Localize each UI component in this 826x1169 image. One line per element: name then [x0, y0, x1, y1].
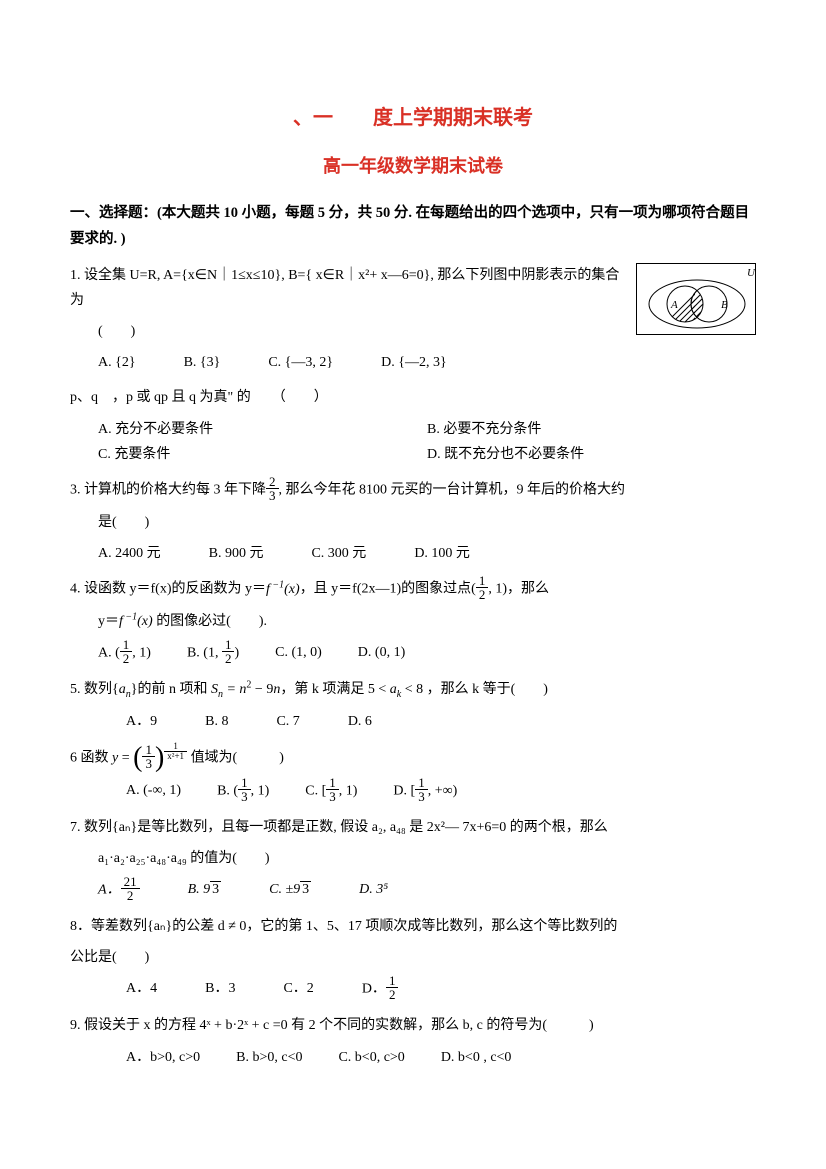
q1-opt-d: D. {—2, 3} — [381, 350, 447, 375]
q6-stem-a: 6 函数 — [70, 750, 109, 765]
question-6: 6 函数 y = (13)1x²+1 值域为( ) A. (-∞, 1) B. … — [70, 744, 756, 805]
q2-opt-d: D. 既不充分也不必要条件 — [427, 442, 756, 467]
question-7: 7. 数列{aₙ}是等比数列，且每一项都是正数, 假设 a₂, a₄₈ 是 2x… — [70, 815, 756, 904]
question-9: 9. 假设关于 x 的方程 4ˣ + b·2ˣ + c =0 有 2 个不同的实… — [70, 1013, 756, 1069]
q8-stem2: 公比是( ) — [70, 945, 756, 970]
q5-opt-c: C. 7 — [276, 709, 299, 734]
q9-opt-a: A．b>0, c>0 — [126, 1045, 200, 1070]
q4-stem-1: 4. 设函数 y＝f(x)的反函数为 y＝f −1(x)，且 y＝f(2x—1)… — [70, 576, 756, 603]
finv-2: f −1(x) — [119, 614, 153, 629]
q3-opt-a: A. 2400 元 — [98, 541, 161, 566]
main-title-1: 、一 度上学期期末联考 — [70, 100, 756, 136]
q6-opt-a: A. (-∞, 1) — [126, 778, 181, 805]
q2-stem: p、q ，p 或 qp 且 q 为真" 的 （ ） — [70, 385, 756, 410]
q6-opt-c: C. [13, 1) — [305, 778, 357, 805]
q2-opt-b: B. 必要不充分条件 — [427, 417, 756, 442]
q7-stem2: a₁·a₂·a₂₅·a₄₈·a₄₉ 的值为( ) — [70, 846, 756, 871]
q8-opt-d: D．12 — [362, 976, 399, 1003]
q6-opt-b: B. (13, 1) — [217, 778, 269, 805]
frac-2-3: 23 — [266, 475, 279, 502]
q4-stem-b: ，且 y＝f(2x—1)的图象过点( — [300, 582, 476, 597]
q9-opt-b: B. b>0, c<0 — [236, 1045, 302, 1070]
q5-stem-a: 5. 数列 — [70, 682, 112, 697]
q7-opt-c: C. ±93 — [269, 877, 311, 904]
q4-stem-d: y＝ — [98, 614, 119, 629]
venn-b-label: B — [721, 299, 728, 311]
q5-stem: 5. 数列{an}的前 n 项和 Sn = n2 − 9n，第 k 项满足 5 … — [70, 677, 756, 702]
q9-opt-c: C. b<0, c>0 — [338, 1045, 404, 1070]
q4-opt-a: A. (12, 1) — [98, 640, 151, 667]
venn-u-label: U — [747, 267, 756, 279]
q3-opt-c: C. 300 元 — [311, 541, 366, 566]
q1-opt-a: A. {2} — [98, 350, 136, 375]
finv-1: f −1(x) — [266, 582, 300, 597]
question-8: 8．等差数列{aₙ}的公差 d ≠ 0，它的第 1、5、17 项顺次成等比数列，… — [70, 914, 756, 1003]
q5-opt-a: A．9 — [126, 709, 157, 734]
q1-opt-b: B. {3} — [184, 350, 221, 375]
q3-opt-d: D. 100 元 — [414, 541, 470, 566]
q5-stem-b: 的前 n 项和 — [137, 682, 207, 697]
q9-opt-d: D. b<0 , c<0 — [441, 1045, 512, 1070]
q4-opt-b: B. (1, 12) — [187, 640, 239, 667]
q7-opt-d: D. 3⁵ — [359, 877, 388, 904]
q3-stem-c: 是( ) — [70, 510, 756, 535]
q4-opt-c: C. (1, 0) — [275, 640, 322, 667]
q6-stem: 6 函数 y = (13)1x²+1 值域为( ) — [70, 744, 756, 772]
q9-stem: 9. 假设关于 x 的方程 4ˣ + b·2ˣ + c =0 有 2 个不同的实… — [70, 1013, 756, 1038]
q3-stem: 3. 计算机的价格大约每 3 年下降23, 那么今年花 8100 元买的一台计算… — [70, 477, 756, 504]
q6-opt-d: D. [13, +∞) — [393, 778, 457, 805]
question-4: 4. 设函数 y＝f(x)的反函数为 y＝f −1(x)，且 y＝f(2x—1)… — [70, 576, 756, 667]
section-header: 一、选择题：(本大题共 10 小题，每题 5 分，共 50 分. 在每题给出的四… — [70, 200, 756, 252]
q7-opt-a: A．212 — [98, 877, 140, 904]
q7-stem1: 7. 数列{aₙ}是等比数列，且每一项都是正数, 假设 a₂, a₄₈ 是 2x… — [70, 815, 756, 840]
q8-opt-c: C．2 — [283, 976, 313, 1003]
q3-opt-b: B. 900 元 — [209, 541, 264, 566]
q2-opt-a: A. 充分不必要条件 — [98, 417, 427, 442]
question-1: 1. 设全集 U=R, A={x∈N｜1≤x≤10}, B={ x∈R｜x²+ … — [70, 263, 756, 376]
q5-opt-b: B. 8 — [205, 709, 228, 734]
question-2: p、q ，p 或 qp 且 q 为真" 的 （ ） A. 充分不必要条件 B. … — [70, 385, 756, 467]
q4-stem-c: , 1)，那么 — [488, 582, 549, 597]
q4-stem-a: 4. 设函数 y＝f(x)的反函数为 y＝ — [70, 582, 266, 597]
question-3: 3. 计算机的价格大约每 3 年下降23, 那么今年花 8100 元买的一台计算… — [70, 477, 756, 566]
q4-opt-d: D. (0, 1) — [358, 640, 405, 667]
q8-opt-a: A．4 — [126, 976, 157, 1003]
q5-stem-d: ，那么 k 等于( ) — [427, 682, 548, 697]
q8-opt-b: B．3 — [205, 976, 235, 1003]
q1-opt-c: C. {—3, 2} — [268, 350, 333, 375]
q3-stem-a: 3. 计算机的价格大约每 3 年下降 — [70, 483, 266, 498]
q5-stem-c: ，第 k 项满足 — [280, 682, 364, 697]
q4-stem-e: 的图像必过( ). — [153, 614, 267, 629]
main-title-2: 高一年级数学期末试卷 — [70, 150, 756, 182]
q3-stem-b: , 那么今年花 8100 元买的一台计算机，9 年后的价格大约 — [279, 483, 626, 498]
q2-opt-c: C. 充要条件 — [98, 442, 427, 467]
q8-stem1: 8．等差数列{aₙ}的公差 d ≠ 0，它的第 1、5、17 项顺次成等比数列，… — [70, 914, 756, 939]
q5-opt-d: D. 6 — [348, 709, 372, 734]
q6-stem-b: 值域为( ) — [191, 750, 284, 765]
venn-a-label: A — [670, 299, 678, 311]
q7-opt-b: B. 93 — [188, 877, 222, 904]
question-5: 5. 数列{an}的前 n 项和 Sn = n2 − 9n，第 k 项满足 5 … — [70, 677, 756, 733]
frac-1-2-a: 12 — [476, 574, 489, 601]
q4-stem-2: y＝f −1(x) 的图像必过( ). — [70, 609, 756, 634]
venn-diagram: U — [636, 263, 756, 335]
